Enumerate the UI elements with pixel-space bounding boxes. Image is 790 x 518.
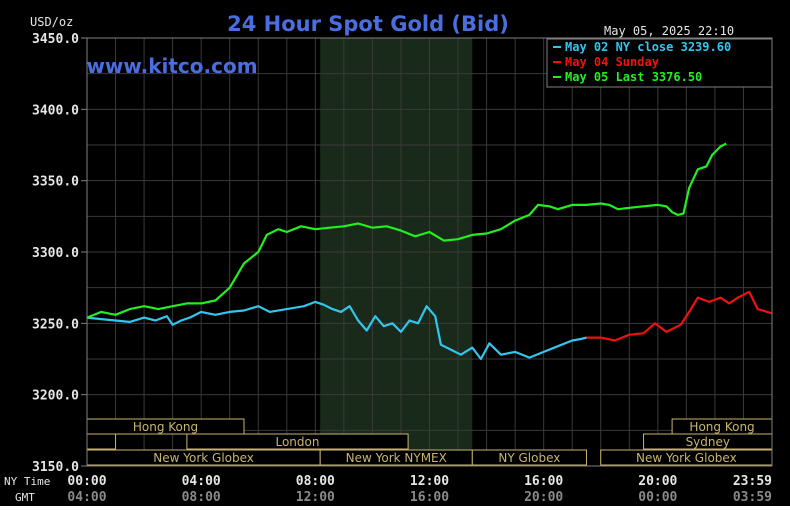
session-label: Hong Kong (689, 420, 754, 434)
legend-box (546, 38, 773, 88)
series-line (586, 290, 773, 342)
y-tick-label: 3150.0 (32, 460, 79, 475)
session-label: New York NYMEX (346, 451, 447, 465)
y-axis: 3150.0 3200.0 3250.0 3300.0 3350.0 3400.0 3450… (32, 32, 87, 475)
y-tick-label: 3350.0 (32, 175, 79, 190)
timestamp: May 05, 2025 22:10 (604, 24, 734, 38)
session-label: NY Globex (498, 451, 560, 465)
x-axis: NY TimeGMT00:0004:0004:0008:0008:0012:00… (4, 474, 772, 505)
x-tick-label-gmt: 20:00 (524, 490, 563, 505)
y-tick-label: 3300.0 (32, 246, 79, 261)
y-tick-label: 3250.0 (32, 317, 79, 332)
session-box (186, 433, 409, 450)
x-row-label-ny: NY Time (4, 475, 50, 488)
x-tick-label-gmt: 03:59 (733, 490, 772, 505)
x-tick-label-ny: 20:00 (638, 474, 677, 489)
series-lines (86, 142, 773, 361)
plot-area: Hong Kong London New York Globex New York N… (86, 37, 773, 467)
x-tick-label-gmt: 08:00 (182, 490, 221, 505)
x-row-label-gmt: GMT (15, 491, 35, 504)
legend-entry: May 04 Sunday (565, 55, 659, 69)
y-tick-label: 3400.0 (32, 103, 79, 118)
x-tick-label-gmt: 00:00 (638, 490, 677, 505)
session-box (471, 449, 587, 466)
units-label: USD/oz (30, 15, 73, 29)
session-label: Sydney (686, 435, 730, 449)
session-label: Hong Kong (133, 420, 198, 434)
x-tick-label-gmt: 04:00 (67, 490, 106, 505)
y-tick-label: 3450.0 (32, 32, 79, 47)
watermark: www.kitco.com (86, 54, 257, 78)
y-tick-label: 3200.0 (32, 389, 79, 404)
gridlines (87, 38, 772, 466)
session-label: New York Globex (636, 451, 737, 465)
x-tick-label-ny: 00:00 (67, 474, 106, 489)
series-line (86, 142, 727, 319)
legend-entry: May 05 Last 3376.50 (565, 70, 702, 84)
x-tick-label-gmt: 12:00 (296, 490, 335, 505)
x-tick-label-ny: 04:00 (182, 474, 221, 489)
x-tick-label-ny: 12:00 (410, 474, 449, 489)
session-box (86, 433, 117, 450)
session-label: New York Globex (153, 451, 254, 465)
session-label: London (275, 435, 319, 449)
x-tick-label-ny: 08:00 (296, 474, 335, 489)
x-tick-label-ny: 16:00 (524, 474, 563, 489)
x-tick-label-gmt: 16:00 (410, 490, 449, 505)
series-line (86, 300, 587, 361)
x-tick-label-ny: 23:59 (733, 474, 772, 489)
legend-entry: May 02 NY close 3239.60 (565, 40, 731, 54)
chart-title: 24 Hour Spot Gold (Bid) (227, 12, 509, 36)
